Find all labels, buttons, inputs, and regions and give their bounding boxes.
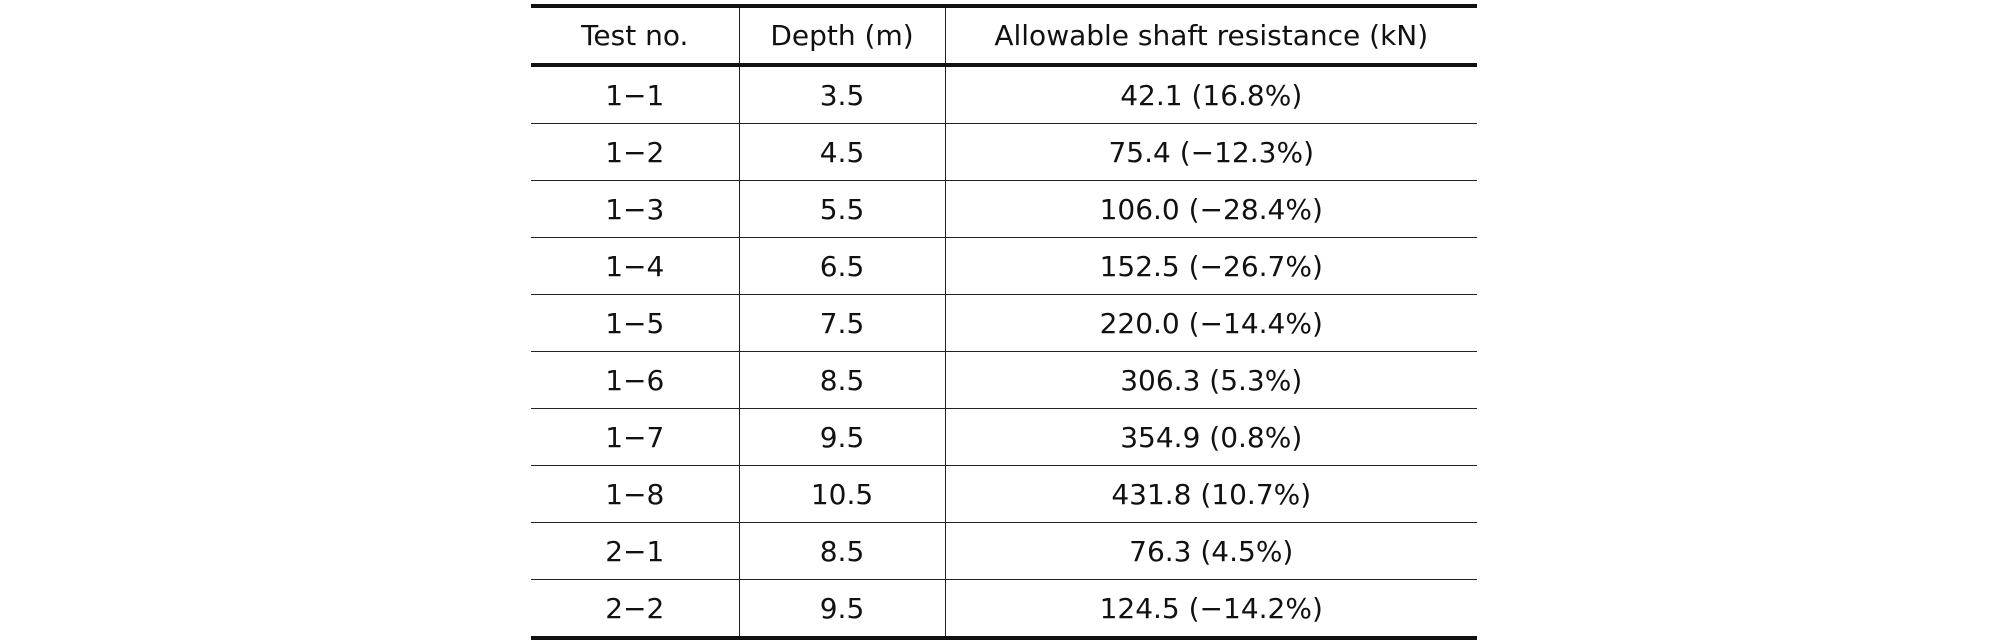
table-cell: 9.5 <box>738 408 945 466</box>
table-row: 1−3 5.5 106.0 (−28.4%) <box>531 180 1477 238</box>
table-row: 1−8 10.5 431.8 (10.7%) <box>531 465 1477 523</box>
header-row: Test no. Depth (m) Allowable shaft resista… <box>531 4 1477 67</box>
table-cell: 1−7 <box>531 408 739 466</box>
header-cell: Test no. <box>531 4 739 67</box>
table-row: 1−5 7.5 220.0 (−14.4%) <box>531 294 1477 352</box>
header-cell: Allowable shaft resistance (kN) <box>944 4 1477 67</box>
table-cell: 2−2 <box>531 579 739 640</box>
table-cell: 9.5 <box>738 579 945 640</box>
table-row: 2−1 8.5 76.3 (4.5%) <box>531 522 1477 580</box>
table-row: 1−6 8.5 306.3 (5.3%) <box>531 351 1477 409</box>
table-cell: 1−8 <box>531 465 739 523</box>
table-row: 1−4 6.5 152.5 (−26.7%) <box>531 237 1477 295</box>
table-cell: 76.3 (4.5%) <box>944 522 1477 580</box>
table-cell: 4.5 <box>738 123 945 181</box>
table-cell: 5.5 <box>738 180 945 238</box>
data-table: Test no. Depth (m) Allowable shaft resista… <box>531 4 1477 640</box>
table-cell: 10.5 <box>738 465 945 523</box>
table-cell: 306.3 (5.3%) <box>944 351 1477 409</box>
table-row: 1−7 9.5 354.9 (0.8%) <box>531 408 1477 466</box>
table-cell: 1−2 <box>531 123 739 181</box>
table-cell: 431.8 (10.7%) <box>944 465 1477 523</box>
table-cell: 6.5 <box>738 237 945 295</box>
table-cell: 75.4 (−12.3%) <box>944 123 1477 181</box>
table-body: 1−1 3.5 42.1 (16.8%) 1−2 4.5 75.4 (−12.3%) 1−3… <box>531 65 1477 640</box>
table-cell: 2−1 <box>531 522 739 580</box>
table-cell: 1−5 <box>531 294 739 352</box>
table-cell: 124.5 (−14.2%) <box>944 579 1477 640</box>
table-cell: 7.5 <box>738 294 945 352</box>
table-cell: 8.5 <box>738 522 945 580</box>
table-cell: 3.5 <box>738 65 945 124</box>
table-cell: 42.1 (16.8%) <box>944 65 1477 124</box>
table-cell: 152.5 (−26.7%) <box>944 237 1477 295</box>
table-cell: 106.0 (−28.4%) <box>944 180 1477 238</box>
table-cell: 1−1 <box>531 65 739 124</box>
header-cell: Depth (m) <box>738 4 945 67</box>
table-cell: 1−6 <box>531 351 739 409</box>
table-cell: 220.0 (−14.4%) <box>944 294 1477 352</box>
table-cell: 354.9 (0.8%) <box>944 408 1477 466</box>
table-cell: 8.5 <box>738 351 945 409</box>
table-cell: 1−3 <box>531 180 739 238</box>
table-row: 1−1 3.5 42.1 (16.8%) <box>531 65 1477 124</box>
table-row: 1−2 4.5 75.4 (−12.3%) <box>531 123 1477 181</box>
table-row: 2−2 9.5 124.5 (−14.2%) <box>531 579 1477 640</box>
table-cell: 1−4 <box>531 237 739 295</box>
